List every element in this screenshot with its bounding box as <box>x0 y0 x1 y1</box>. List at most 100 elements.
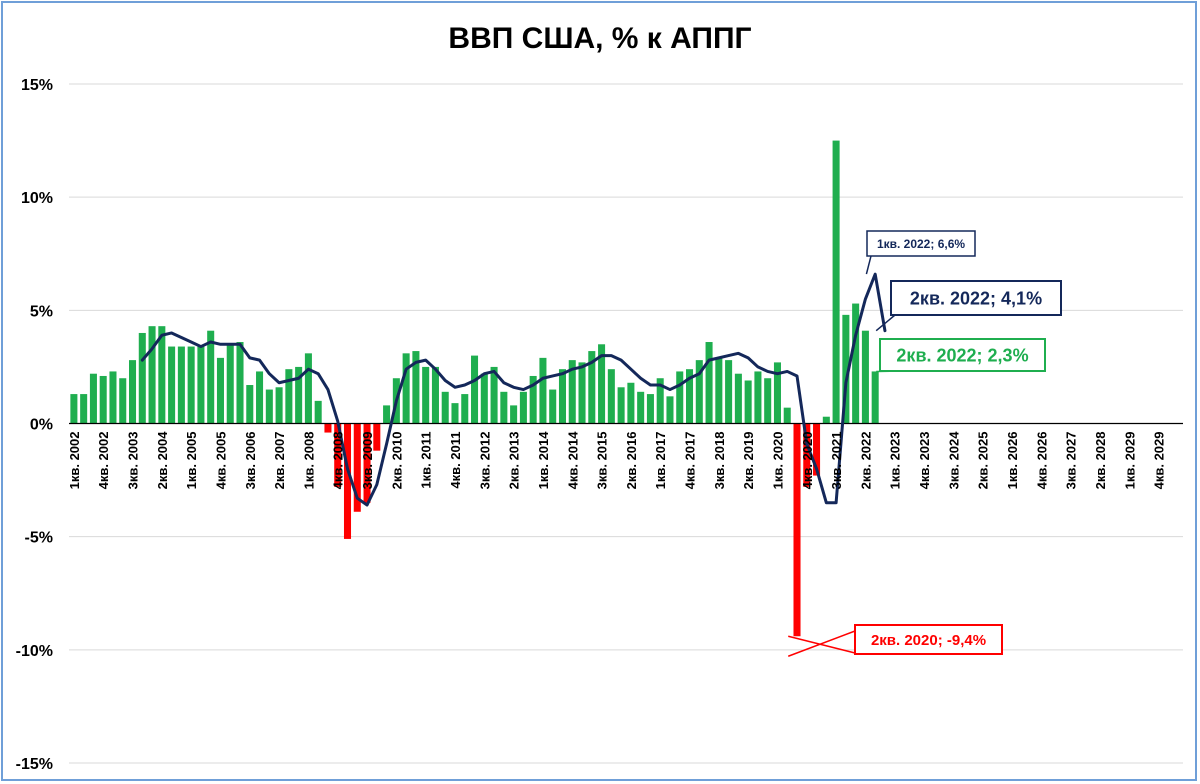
bar <box>353 423 361 512</box>
bar <box>852 303 860 424</box>
bar <box>373 423 381 451</box>
bar <box>207 330 215 424</box>
x-tick-label: 1кв. 2020 <box>770 432 785 490</box>
bar <box>216 357 224 424</box>
x-tick-label: 3кв. 2021 <box>829 432 844 490</box>
bar <box>275 387 283 424</box>
x-tick-label: 1кв. 2017 <box>653 432 668 490</box>
callout-leader <box>875 314 896 332</box>
bar <box>138 332 146 424</box>
bar <box>168 346 176 424</box>
x-tick-label: 2кв. 2016 <box>624 432 639 490</box>
callout-label: 2кв. 2022; 2,3% <box>896 345 1028 365</box>
bar <box>656 378 664 424</box>
bar <box>236 342 244 424</box>
bar <box>177 346 185 424</box>
x-tick-label: 4кв. 2008 <box>331 432 346 490</box>
bar <box>549 389 557 424</box>
bar <box>842 314 850 424</box>
x-tick-label: 2кв. 2004 <box>155 431 170 490</box>
bar <box>617 387 625 424</box>
callout-label: 1кв. 2022; 6,6% <box>877 237 965 251</box>
bar <box>402 353 410 424</box>
bar <box>324 423 332 433</box>
callout-leader <box>865 255 872 275</box>
bar <box>80 394 88 424</box>
y-tick-label: -10% <box>16 643 53 660</box>
bar <box>334 423 342 487</box>
bar <box>510 405 518 424</box>
x-tick-label: 1кв. 2005 <box>184 432 199 490</box>
bar <box>744 380 752 424</box>
bar <box>461 394 469 424</box>
bar <box>500 391 508 424</box>
bar <box>764 378 772 424</box>
x-tick-label: 1кв. 2002 <box>67 432 82 490</box>
x-tick-label: 3кв. 2018 <box>712 432 727 490</box>
bar <box>598 344 606 424</box>
x-tick-label: 2кв. 2013 <box>507 432 522 490</box>
bar <box>412 351 420 424</box>
bar <box>754 371 762 424</box>
x-tick-label: 3кв. 2012 <box>477 432 492 490</box>
callout-leader <box>788 635 860 655</box>
bar <box>861 330 869 424</box>
y-tick-label: -15% <box>16 756 53 773</box>
y-tick-label: 5% <box>30 303 53 320</box>
bar <box>148 326 156 424</box>
bar <box>676 371 684 424</box>
callout-box <box>879 338 1046 372</box>
bar <box>226 344 234 424</box>
callout-label: 2кв. 2020; -9,4% <box>871 632 986 649</box>
x-tick-label: 1кв. 2014 <box>536 431 551 490</box>
bar <box>304 353 312 424</box>
callout-label: 2кв. 2022; 4,1% <box>910 288 1042 308</box>
bar <box>705 342 713 424</box>
bar <box>158 326 166 424</box>
bar <box>871 371 879 424</box>
bar <box>685 369 694 424</box>
callout-leader <box>787 630 856 657</box>
bar <box>773 362 781 424</box>
x-tick-label: 2кв. 2022 <box>858 432 873 490</box>
x-tick-label: 3кв. 2024 <box>946 431 961 490</box>
bar <box>343 423 352 539</box>
x-tick-label: 1кв. 2008 <box>301 432 316 490</box>
bar <box>295 366 303 424</box>
bar <box>715 357 723 424</box>
bar <box>70 394 78 424</box>
bar <box>480 373 488 424</box>
x-tick-label: 2кв. 2010 <box>389 432 404 490</box>
bar <box>822 416 830 424</box>
x-tick-label: 1кв. 2029 <box>1122 432 1137 490</box>
bar <box>783 407 791 424</box>
callout-box <box>854 624 1003 655</box>
bar <box>441 391 449 424</box>
bar <box>363 423 371 503</box>
x-tick-label: 2кв. 2019 <box>741 432 756 490</box>
bar <box>128 360 137 424</box>
bar <box>539 357 547 424</box>
bar <box>197 346 205 424</box>
x-tick-label: 2кв. 2025 <box>976 432 991 490</box>
bar <box>793 423 801 637</box>
bar <box>568 360 576 424</box>
bar <box>637 391 645 424</box>
bar <box>471 355 479 424</box>
bar <box>646 394 654 424</box>
y-tick-label: 15% <box>21 77 53 94</box>
bar <box>265 389 273 424</box>
x-tick-label: 4кв. 2020 <box>800 432 815 490</box>
y-tick-label: 10% <box>21 190 53 207</box>
x-tick-label: 2кв. 2028 <box>1093 432 1108 490</box>
bar <box>246 385 254 424</box>
bar <box>89 373 97 424</box>
bar <box>803 423 811 487</box>
callout-box <box>890 280 1062 316</box>
bar <box>832 140 840 424</box>
bar <box>627 382 635 424</box>
bar <box>813 423 821 476</box>
series-line <box>140 272 887 507</box>
x-tick-label: 4кв. 2011 <box>448 431 463 488</box>
x-tick-label: 3кв. 2003 <box>126 432 141 490</box>
